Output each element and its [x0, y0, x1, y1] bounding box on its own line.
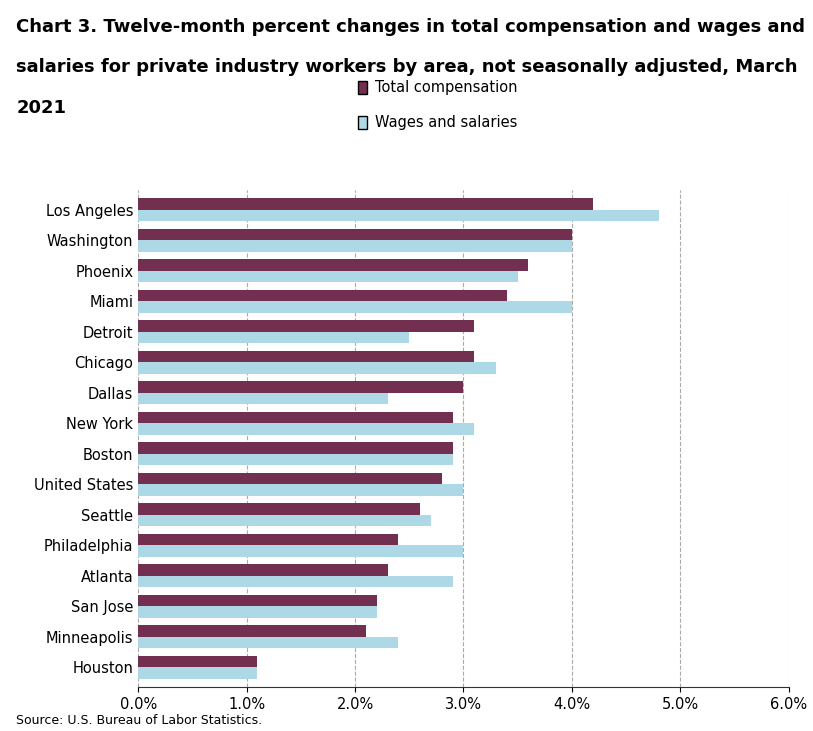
Text: Total compensation: Total compensation: [375, 80, 517, 95]
Bar: [138, 637, 398, 648]
Bar: [138, 240, 572, 252]
Bar: [138, 423, 474, 435]
Text: salaries for private industry workers by area, not seasonally adjusted, March: salaries for private industry workers by…: [16, 58, 798, 77]
Bar: [138, 606, 376, 618]
Bar: [138, 515, 431, 526]
Bar: [138, 260, 528, 271]
Bar: [138, 332, 409, 344]
Text: Source: U.S. Bureau of Labor Statistics.: Source: U.S. Bureau of Labor Statistics.: [16, 714, 263, 727]
Text: Wages and salaries: Wages and salaries: [375, 115, 517, 130]
Bar: [138, 393, 388, 404]
Bar: [138, 382, 463, 393]
Bar: [138, 656, 258, 667]
Bar: [138, 301, 572, 313]
Bar: [138, 625, 366, 637]
Bar: [138, 289, 506, 301]
Text: Chart 3. Twelve-month percent changes in total compensation and wages and: Chart 3. Twelve-month percent changes in…: [16, 18, 805, 37]
Bar: [138, 485, 463, 496]
Bar: [138, 576, 453, 588]
Bar: [138, 198, 593, 210]
Bar: [138, 363, 496, 374]
Bar: [138, 534, 398, 545]
Bar: [138, 454, 453, 466]
Bar: [138, 210, 659, 221]
Bar: [138, 545, 463, 557]
Text: 2021: 2021: [16, 99, 67, 117]
Bar: [138, 351, 474, 363]
Bar: [138, 412, 453, 423]
Bar: [138, 271, 518, 282]
Bar: [138, 667, 258, 679]
Bar: [138, 503, 420, 515]
Bar: [138, 229, 572, 240]
Bar: [138, 564, 388, 576]
Bar: [138, 595, 376, 606]
Bar: [138, 473, 441, 485]
Bar: [138, 442, 453, 454]
Bar: [138, 320, 474, 332]
